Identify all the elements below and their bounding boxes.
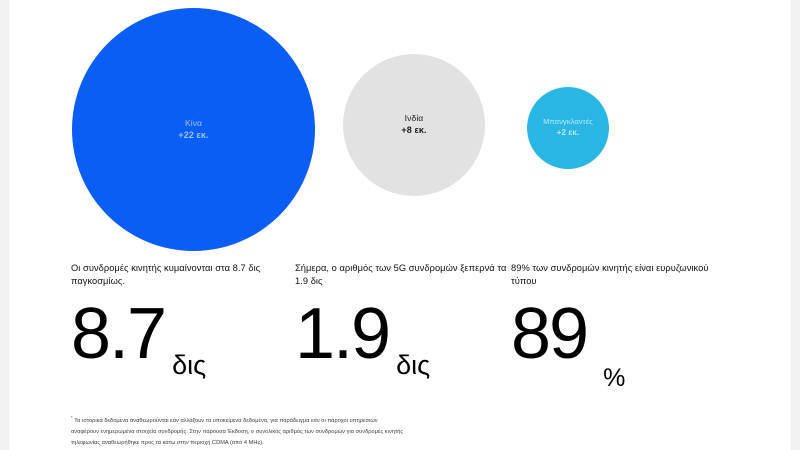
stat-figure-1: 8.7 δις: [71, 294, 206, 380]
stat-number-1: 8.7: [71, 294, 167, 374]
stat-figure-3: 89 %: [511, 294, 625, 392]
bubble-bangladesh-label: Μπανγκλαντές: [543, 117, 593, 127]
statistics-row: Οι συνδρομές κινητής κυμαίνονται στα 8.7…: [9, 262, 791, 412]
bubble-china[interactable]: Κίνα +22 εκ.: [72, 8, 315, 251]
stat-number-2: 1.9: [295, 294, 391, 374]
bubble-china-label: Κίνα: [184, 117, 203, 128]
right-edge-gutter: [791, 0, 800, 450]
bubble-bangladesh-value: +2 εκ.: [556, 128, 580, 138]
footnote-line-1: * Τα ιστορικά δεδομένα αναθεωρούνται εάν…: [71, 414, 591, 427]
footnote: * Τα ιστορικά δεδομένα αναθεωρούνται εάν…: [71, 414, 591, 449]
stat-caption-1: Οι συνδρομές κινητής κυμαίνονται στα 8.7…: [71, 263, 261, 287]
bubble-bangladesh[interactable]: Μπανγκλαντές +2 εκ.: [527, 87, 609, 169]
stat-number-3: 89: [511, 294, 589, 374]
footnote-text-1: Τα ιστορικά δεδομένα αναθεωρούνται εάν α…: [74, 417, 378, 424]
footnote-line-2: αναφέρουν ενημερωμένα στοιχεία συνδρομής…: [71, 428, 404, 435]
bubble-india-value: +8 εκ.: [401, 125, 427, 136]
stat-unit-1: δις: [172, 350, 207, 380]
stat-block-5g: Σήμερα, ο αριθμός των 5G συνδρομών ξεπερ…: [295, 262, 510, 380]
bubble-china-value: +22 εκ.: [178, 129, 209, 140]
bubble-india[interactable]: Ινδία +8 εκ.: [343, 54, 485, 196]
stat-unit-2: δις: [396, 350, 431, 380]
stat-unit-3: %: [603, 364, 626, 392]
bubble-india-label: Ινδία: [404, 113, 424, 124]
stat-caption-2: Σήμερα, ο αριθμός των 5G συνδρομών ξεπερ…: [295, 263, 507, 287]
infographic-canvas: Κίνα +22 εκ. Ινδία +8 εκ. Μπανγκλαντές +…: [9, 0, 791, 450]
stat-caption-3: 89% των συνδρομών κινητής είναι ευρυζωνι…: [511, 263, 709, 287]
stat-figure-2: 1.9 δις: [295, 294, 430, 380]
footnote-marker: *: [71, 415, 73, 420]
left-edge-gutter: [0, 0, 9, 450]
bubble-chart: Κίνα +22 εκ. Ινδία +8 εκ. Μπανγκλαντές +…: [9, 0, 791, 252]
stat-block-broadband: 89% των συνδρομών κινητής είναι ευρυζωνι…: [511, 262, 726, 392]
footnote-line-3: τηλεφωνίας αναθεωρήθηκε προς τα κάτω στη…: [71, 439, 264, 446]
stat-block-subscriptions: Οι συνδρομές κινητής κυμαίνονται στα 8.7…: [71, 262, 286, 380]
